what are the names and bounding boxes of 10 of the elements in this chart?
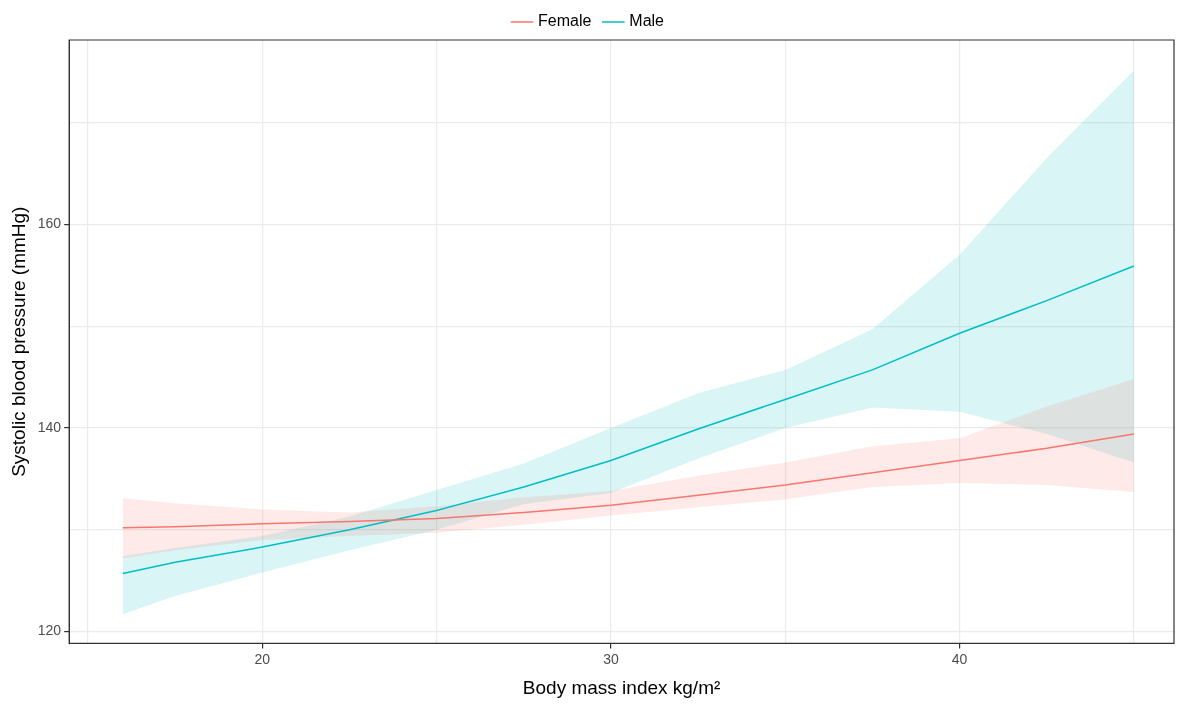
legend-label: Male: [629, 12, 665, 30]
x-tick-label: 30: [603, 650, 619, 667]
y-tick-label: 140: [37, 418, 62, 435]
y-tick-label: 120: [37, 622, 62, 639]
y-tick-label: 160: [37, 215, 62, 232]
x-tick-label: 20: [254, 650, 271, 667]
x-tick-label: 40: [951, 650, 968, 667]
legend-label: Female: [537, 12, 592, 30]
x-axis-title: Body mass index kg/m²: [522, 676, 721, 698]
y-axis-title: Systolic blood pressure (mmHg): [7, 206, 29, 477]
